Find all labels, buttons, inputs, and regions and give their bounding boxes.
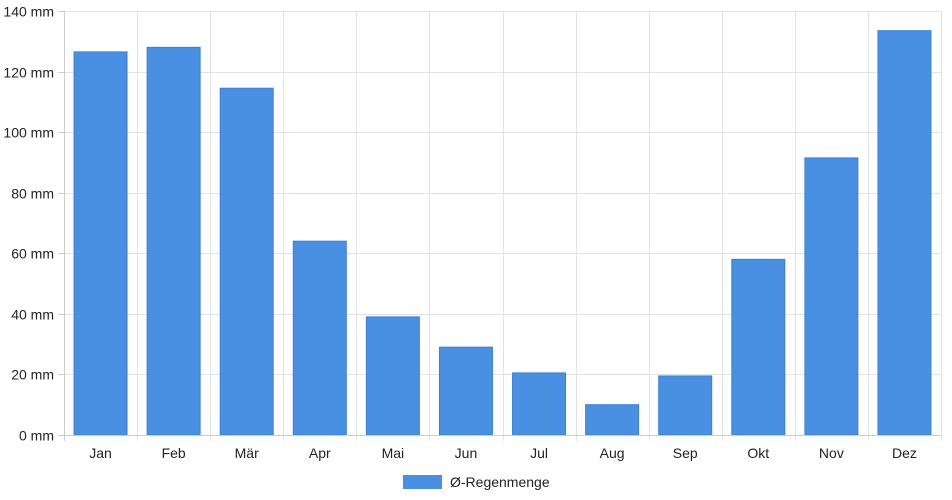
x-tick-label: Feb <box>162 445 186 461</box>
y-tick-label: 120 mm <box>3 65 54 81</box>
legend-swatch[interactable] <box>403 475 442 489</box>
legend-label[interactable]: Ø-Regenmenge <box>450 474 550 490</box>
x-tick-label: Nov <box>819 445 844 461</box>
bar-aug[interactable] <box>585 404 640 436</box>
x-tick-label: Sep <box>673 445 698 461</box>
y-tick-label: 40 mm <box>11 307 54 323</box>
y-tick-label: 0 mm <box>19 428 54 444</box>
x-tick-labels: Jan Feb Mär Apr Mai Jun Jul Aug Sep Okt Nov Dez <box>89 445 917 461</box>
legend[interactable]: Ø-Regenmenge <box>403 474 550 490</box>
axes <box>58 11 941 441</box>
x-tick-label: Dez <box>892 445 917 461</box>
x-tick-label: Jul <box>530 445 548 461</box>
bar-nov[interactable] <box>804 157 859 436</box>
bar-mai[interactable] <box>365 316 420 436</box>
bar-jan[interactable] <box>73 51 128 436</box>
bar-okt[interactable] <box>731 258 786 436</box>
x-tick-label: Okt <box>747 445 769 461</box>
x-tick-label: Mai <box>382 445 405 461</box>
y-tick-labels: 0 mm 20 mm 40 mm 60 mm 80 mm 100 mm 120 mm 140 … <box>3 4 54 444</box>
x-tick-label: Mär <box>235 445 259 461</box>
y-tick-label: 140 mm <box>3 4 54 20</box>
bar-jun[interactable] <box>438 346 493 436</box>
x-tick-label: Aug <box>600 445 625 461</box>
y-tick-label: 60 mm <box>11 246 54 262</box>
y-tick-label: 20 mm <box>11 367 54 383</box>
bar-mär[interactable] <box>219 87 274 436</box>
bar-feb[interactable] <box>146 46 201 436</box>
bar-sep[interactable] <box>658 375 713 436</box>
y-tick-label: 100 mm <box>3 125 54 141</box>
x-tick-label: Jan <box>89 445 112 461</box>
x-tick-label: Apr <box>309 445 331 461</box>
y-tick-label: 80 mm <box>11 186 54 202</box>
bar-apr[interactable] <box>292 240 347 436</box>
bars <box>73 30 932 436</box>
x-tick-label: Jun <box>455 445 478 461</box>
bar-dez[interactable] <box>877 30 932 436</box>
grid-lines <box>64 11 942 441</box>
bar-jul[interactable] <box>512 372 567 436</box>
